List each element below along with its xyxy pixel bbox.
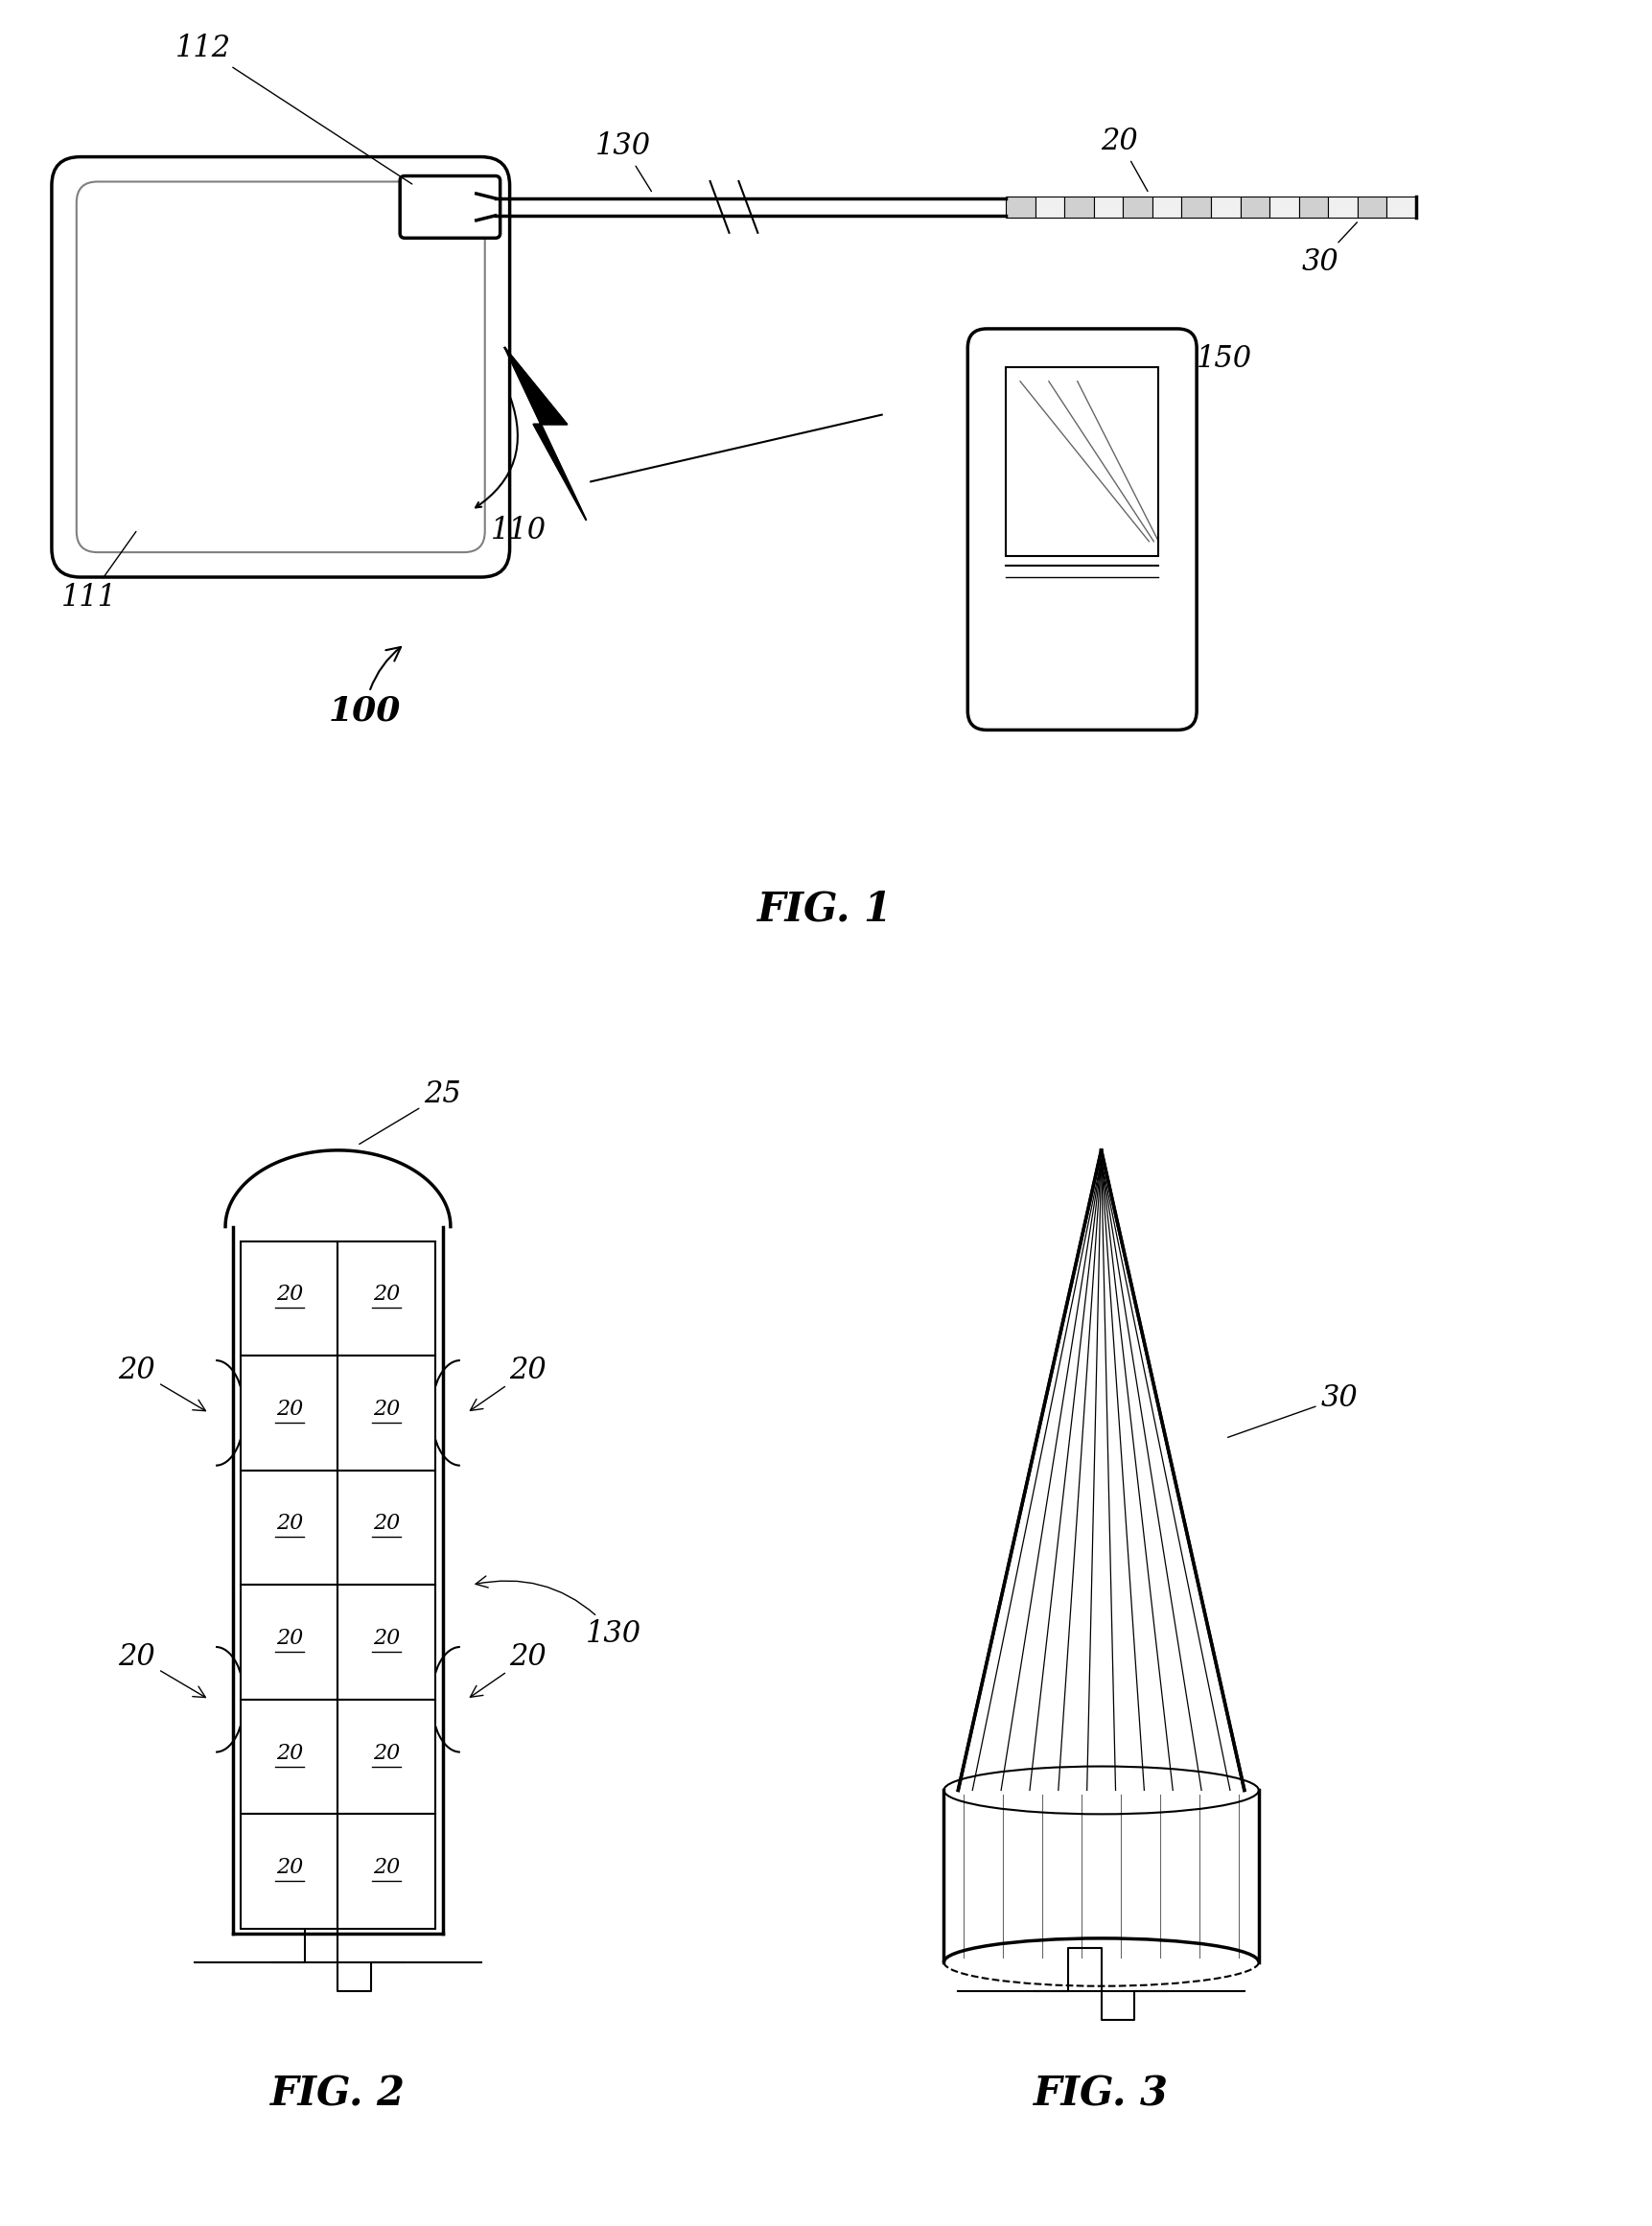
Bar	[339, 1356, 434, 1469]
Text: 30: 30	[1227, 1382, 1358, 1438]
Text: 20: 20	[1102, 127, 1148, 191]
Text: 112: 112	[175, 33, 411, 185]
Text: 110: 110	[491, 516, 547, 545]
Bar	[1386, 196, 1416, 218]
Bar	[1036, 196, 1064, 218]
Text: 20: 20	[119, 1356, 205, 1411]
Bar	[339, 1585, 434, 1698]
FancyBboxPatch shape	[968, 329, 1196, 730]
Text: FIG. 3: FIG. 3	[1034, 2075, 1170, 2115]
Text: 100: 100	[329, 648, 401, 728]
Bar	[339, 1242, 434, 1356]
Bar	[1328, 196, 1358, 218]
Bar	[1123, 196, 1153, 218]
Text: 25: 25	[360, 1080, 461, 1144]
Text: FIG. 1: FIG. 1	[757, 890, 892, 930]
Text: FIG. 2: FIG. 2	[271, 2075, 405, 2115]
Text: 20: 20	[373, 1514, 400, 1534]
Text: 20: 20	[373, 1398, 400, 1420]
Bar	[241, 1356, 339, 1469]
Text: 20: 20	[276, 1856, 302, 1879]
Bar	[1211, 196, 1241, 218]
Bar	[241, 1585, 339, 1698]
Text: 20: 20	[471, 1643, 547, 1696]
Bar	[1270, 196, 1298, 218]
Text: 30: 30	[1302, 223, 1356, 276]
Text: 20: 20	[471, 1356, 547, 1411]
Polygon shape	[225, 1151, 451, 1227]
Text: 20: 20	[276, 1514, 302, 1534]
Text: 20: 20	[373, 1284, 400, 1304]
Text: 20: 20	[276, 1398, 302, 1420]
Bar	[241, 1814, 339, 1928]
Text: 20: 20	[119, 1643, 205, 1698]
Text: 20: 20	[276, 1743, 302, 1763]
Bar	[1358, 196, 1386, 218]
Text: 130: 130	[596, 131, 651, 191]
Text: 130: 130	[476, 1576, 641, 1649]
Bar	[1006, 196, 1036, 218]
Polygon shape	[506, 347, 586, 521]
FancyBboxPatch shape	[51, 156, 510, 577]
Bar	[1006, 367, 1158, 556]
Text: 20: 20	[373, 1856, 400, 1879]
Text: 20: 20	[276, 1627, 302, 1649]
Text: 20: 20	[373, 1743, 400, 1763]
Bar	[1064, 196, 1094, 218]
Text: 150: 150	[1196, 345, 1252, 374]
Bar	[1298, 196, 1328, 218]
Bar	[241, 1242, 339, 1356]
Bar	[1181, 196, 1211, 218]
Text: 20: 20	[276, 1284, 302, 1304]
Bar	[339, 1469, 434, 1585]
Bar	[241, 1469, 339, 1585]
Text: 111: 111	[61, 532, 135, 612]
Bar	[241, 1698, 339, 1814]
Bar	[1094, 196, 1123, 218]
Bar	[1153, 196, 1181, 218]
Bar	[1241, 196, 1270, 218]
Bar	[339, 1814, 434, 1928]
Text: 20: 20	[373, 1627, 400, 1649]
FancyBboxPatch shape	[400, 176, 501, 238]
Bar	[339, 1698, 434, 1814]
